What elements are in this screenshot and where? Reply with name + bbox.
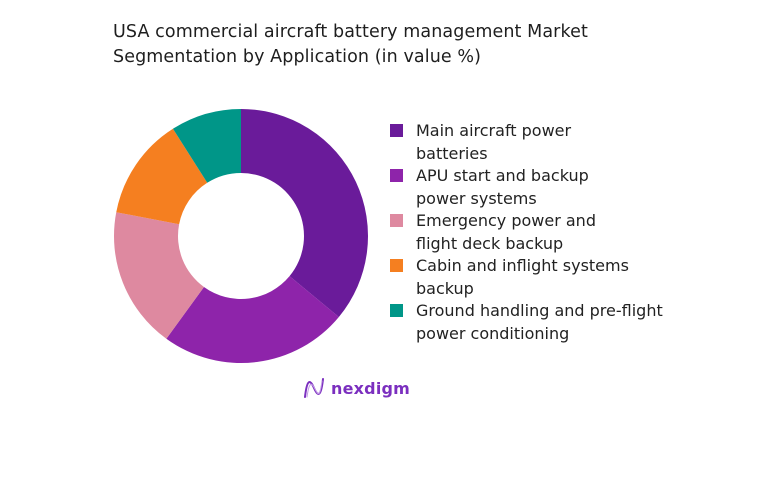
legend-item-main-aircraft-power: Main aircraft power batteries — [388, 120, 668, 165]
legend-label: Cabin and inflight systems backup — [416, 256, 629, 298]
legend-swatch — [390, 214, 403, 227]
nexdigm-wave-icon — [304, 378, 324, 398]
legend-swatch — [390, 169, 403, 182]
donut-slice — [166, 276, 339, 364]
chart-title-line-1: USA commercial aircraft battery manageme… — [113, 22, 588, 42]
chart-legend: Main aircraft power batteries APU start … — [388, 120, 668, 345]
donut-slice — [241, 109, 368, 317]
brand-logo: nexdigm — [303, 377, 410, 399]
legend-label: Emergency power and flight deck backup — [416, 211, 596, 253]
legend-swatch — [390, 304, 403, 317]
legend-item-ground-handling: Ground handling and pre-flight power con… — [388, 300, 668, 345]
chart-title-line-2: Segmentation by Application (in value %) — [113, 47, 482, 67]
chart-title: USA commercial aircraft battery manageme… — [113, 20, 653, 70]
donut-slice — [116, 128, 208, 225]
donut-slice — [172, 109, 241, 183]
legend-swatch — [390, 124, 403, 137]
legend-label: Ground handling and pre-flight power con… — [416, 301, 663, 343]
legend-swatch — [390, 259, 403, 272]
legend-item-cabin-inflight: Cabin and inflight systems backup — [388, 255, 668, 300]
legend-item-apu-start-backup: APU start and backup power systems — [388, 165, 668, 210]
legend-label: APU start and backup power systems — [416, 166, 589, 208]
legend-item-emergency-power: Emergency power and flight deck backup — [388, 210, 668, 255]
donut-slice — [114, 212, 204, 339]
legend-label: Main aircraft power batteries — [416, 121, 572, 163]
brand-name: nexdigm — [331, 378, 411, 398]
